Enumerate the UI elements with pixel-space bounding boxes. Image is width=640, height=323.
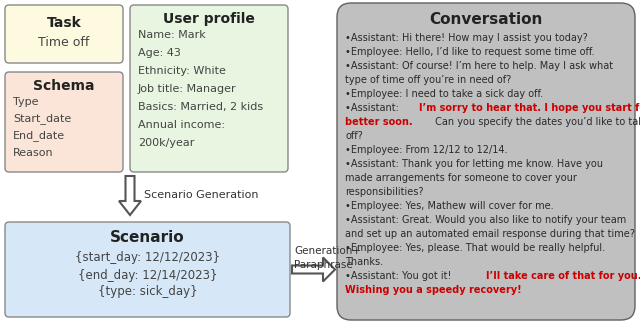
Text: Paraphrase: Paraphrase [294,259,353,269]
Text: Conversation: Conversation [429,12,543,26]
FancyBboxPatch shape [5,222,290,317]
Text: •Employee: Yes, Mathew will cover for me.: •Employee: Yes, Mathew will cover for me… [345,201,554,211]
FancyBboxPatch shape [5,72,123,172]
Text: Wishing you a speedy recovery!: Wishing you a speedy recovery! [345,285,522,295]
Text: responsibilities?: responsibilities? [345,187,424,197]
Text: Task: Task [47,16,81,30]
Text: •Assistant: Hi there! How may I assist you today?: •Assistant: Hi there! How may I assist y… [345,33,588,43]
Text: Type: Type [13,97,38,107]
Text: Job title: Manager: Job title: Manager [138,84,237,94]
Text: Name: Mark: Name: Mark [138,30,205,40]
Text: Ethnicity: White: Ethnicity: White [138,66,226,76]
Text: Age: 43: Age: 43 [138,48,181,58]
Polygon shape [292,257,335,282]
Text: Start_date: Start_date [13,114,71,124]
Text: Schema: Schema [33,79,95,93]
Text: •Employee: Yes, please. That would be really helpful.: •Employee: Yes, please. That would be re… [345,243,605,253]
Text: End_date: End_date [13,130,65,141]
Text: 200k/year: 200k/year [138,138,195,148]
FancyBboxPatch shape [5,5,123,63]
Text: •Employee: I need to take a sick day off.: •Employee: I need to take a sick day off… [345,89,543,99]
Text: •Assistant: You got it!: •Assistant: You got it! [345,271,454,281]
Text: Generation+: Generation+ [294,246,361,256]
Text: Scenario: Scenario [110,231,185,245]
Text: Reason: Reason [13,148,54,158]
Text: Scenario Generation: Scenario Generation [144,191,259,201]
Text: {type: sick_day}: {type: sick_day} [98,286,197,298]
Text: {start_day: 12/12/2023}: {start_day: 12/12/2023} [75,252,220,265]
Text: I’m sorry to hear that. I hope you start feeling: I’m sorry to hear that. I hope you start… [419,103,640,113]
Text: Annual income:: Annual income: [138,120,225,130]
Text: •Assistant:: •Assistant: [345,103,402,113]
Text: type of time off you’re in need of?: type of time off you’re in need of? [345,75,511,85]
Text: Time off: Time off [38,36,90,49]
FancyBboxPatch shape [130,5,288,172]
Text: {end_day: 12/14/2023}: {end_day: 12/14/2023} [77,268,217,282]
Text: •Assistant: Of course! I’m here to help. May I ask what: •Assistant: Of course! I’m here to help.… [345,61,613,71]
Text: •Employee: Hello, I’d like to request some time off.: •Employee: Hello, I’d like to request so… [345,47,595,57]
Text: made arrangements for someone to cover your: made arrangements for someone to cover y… [345,173,577,183]
Text: User profile: User profile [163,12,255,26]
Text: better soon.: better soon. [345,117,413,127]
Text: Thanks.: Thanks. [345,257,383,267]
Text: •Assistant: Thank you for letting me know. Have you: •Assistant: Thank you for letting me kno… [345,159,603,169]
Text: off?: off? [345,131,363,141]
Text: •Employee: From 12/12 to 12/14.: •Employee: From 12/12 to 12/14. [345,145,508,155]
Text: and set up an automated email response during that time?: and set up an automated email response d… [345,229,635,239]
Text: Basics: Married, 2 kids: Basics: Married, 2 kids [138,102,263,112]
Text: I’ll take care of that for you.: I’ll take care of that for you. [486,271,640,281]
Text: •Assistant: Great. Would you also like to notify your team: •Assistant: Great. Would you also like t… [345,215,627,225]
FancyBboxPatch shape [337,3,635,320]
Text: Can you specify the dates you’d like to take: Can you specify the dates you’d like to … [432,117,640,127]
Polygon shape [119,176,141,215]
